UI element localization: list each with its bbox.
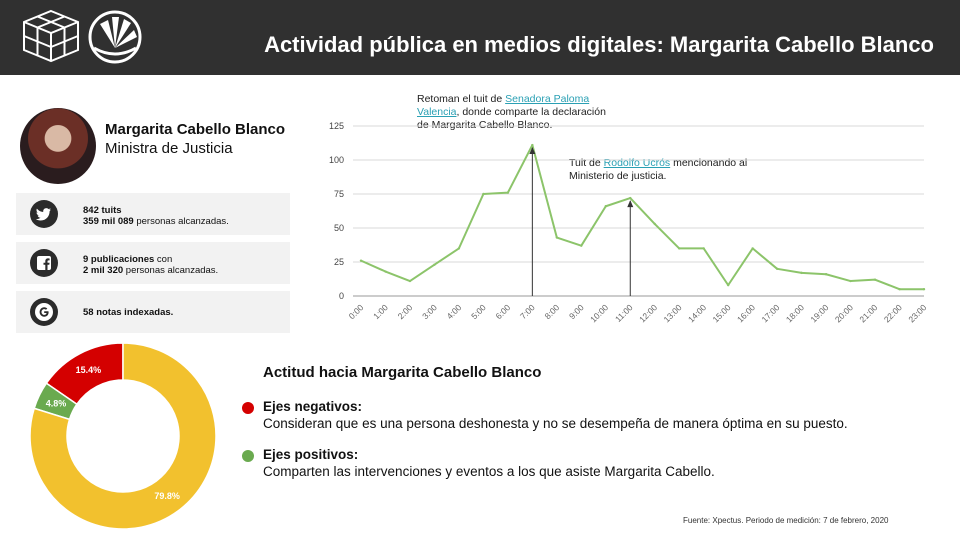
x-tick-label: 8:00	[542, 302, 561, 321]
data-point	[922, 288, 926, 291]
data-point	[482, 192, 485, 196]
series-line	[360, 144, 924, 291]
data-point	[775, 267, 779, 270]
negative-axis-description: Consideran que es una persona deshonesta…	[263, 416, 848, 431]
x-tick-label: 17:00	[759, 302, 781, 324]
link-valencia[interactable]: Valencia	[417, 106, 457, 118]
data-point	[629, 196, 632, 200]
annotation-7am: Retoman el tuit de Senadora Paloma Valen…	[417, 93, 606, 131]
cube-logo-icon	[23, 9, 79, 63]
profile-avatar	[20, 108, 96, 184]
data-point	[531, 143, 534, 147]
x-tick-label: 7:00	[518, 302, 537, 321]
negative-axis-heading: Ejes negativos:	[263, 399, 363, 414]
data-point	[433, 263, 436, 266]
data-point	[653, 222, 656, 226]
data-point	[751, 247, 754, 250]
data-point	[604, 205, 607, 208]
data-point	[580, 244, 583, 247]
data-point	[702, 247, 705, 250]
twitter-icon	[30, 200, 58, 228]
facebook-icon	[30, 249, 58, 277]
positive-axis-heading: Ejes positivos:	[263, 447, 359, 462]
page-title: Actividad pública en medios digitales: M…	[264, 32, 934, 57]
data-point	[726, 283, 730, 287]
profile-role: Ministra de Justicia	[105, 140, 233, 157]
y-tick-label: 50	[334, 223, 344, 233]
data-point	[849, 279, 852, 283]
attitude-title: Actitud hacia Margarita Cabello Blanco	[263, 364, 542, 381]
negative-legend-dot	[242, 402, 254, 414]
hourly-activity-chart: 0 25 50 75 100 125 0:00 1:00 2:00 3:00 4:00 5:00 6:0…	[329, 121, 929, 324]
google-stat-card: 58 notas indexadas.	[16, 291, 290, 333]
x-tick-label: 4:00	[445, 302, 464, 321]
data-point	[800, 271, 803, 275]
x-tick-label: 22:00	[882, 302, 904, 324]
data-point	[898, 288, 901, 291]
x-tick-label: 23:00	[906, 302, 928, 324]
attitude-donut-chart: 15.4% 4.8% 79.8%	[30, 343, 217, 530]
positive-axis-description: Comparten las intervenciones y eventos a…	[263, 464, 715, 479]
fan-logo-icon	[88, 10, 142, 64]
data-point	[555, 236, 559, 239]
y-tick-label: 125	[329, 121, 344, 131]
x-tick-label: 14:00	[686, 302, 708, 324]
x-tick-label: 2:00	[396, 302, 415, 321]
x-tick-label: 13:00	[662, 302, 684, 324]
donut-value-label: 15.4%	[76, 365, 102, 375]
data-point	[457, 247, 461, 250]
x-tick-label: 0:00	[347, 302, 366, 321]
x-tick-label: 15:00	[710, 302, 732, 324]
x-tick-label: 20:00	[833, 302, 855, 324]
data-point	[408, 279, 412, 283]
facebook-stat-text: 9 publicaciones con 2 mil 320 personas a…	[83, 254, 219, 276]
x-tick-label: 12:00	[637, 302, 659, 324]
data-point	[824, 273, 828, 276]
link-senadora-paloma-valencia[interactable]: Senadora Paloma	[505, 93, 590, 105]
data-point	[506, 191, 510, 194]
facebook-stat-card: 9 publicaciones con 2 mil 320 personas a…	[16, 242, 290, 284]
data-point	[359, 259, 363, 262]
x-tick-label: 18:00	[784, 302, 806, 324]
x-tick-label: 21:00	[857, 302, 879, 324]
twitter-stat-card: 842 tuits 359 mil 089 personas alcanzada…	[16, 193, 290, 235]
x-tick-label: 9:00	[567, 302, 586, 321]
x-tick-label: 11:00	[613, 302, 635, 324]
y-tick-label: 100	[329, 155, 344, 165]
twitter-stat-text: 842 tuits 359 mil 089 personas alcanzada…	[83, 205, 229, 227]
google-stat-text: 58 notas indexadas.	[83, 307, 174, 318]
y-tick-label: 25	[334, 257, 344, 267]
x-tick-label: 6:00	[494, 302, 513, 321]
google-icon	[30, 298, 58, 326]
annotation-arrowhead	[627, 200, 634, 208]
source-note: Fuente: Xpectus. Periodo de medición: 7 …	[683, 516, 889, 525]
donut-value-label: 4.8%	[46, 398, 67, 408]
x-tick-label: 5:00	[469, 302, 488, 321]
x-tick-label: 10:00	[588, 302, 610, 324]
donut-value-label: 79.8%	[154, 491, 180, 501]
data-point	[873, 278, 877, 281]
data-point	[384, 270, 387, 273]
x-tick-label: 19:00	[808, 302, 830, 324]
header-bar: Actividad pública en medios digitales: M…	[0, 0, 960, 75]
profile-name: Margarita Cabello Blanco	[105, 121, 286, 138]
x-tick-label: 16:00	[735, 302, 757, 324]
donut-slice-2	[30, 343, 217, 530]
data-point	[678, 247, 681, 250]
y-tick-label: 0	[339, 291, 344, 301]
annotation-arrowhead	[529, 147, 536, 155]
x-tick-label: 1:00	[371, 302, 390, 321]
y-tick-label: 75	[334, 189, 344, 199]
x-tick-label: 3:00	[420, 302, 439, 321]
positive-legend-dot	[242, 450, 254, 462]
